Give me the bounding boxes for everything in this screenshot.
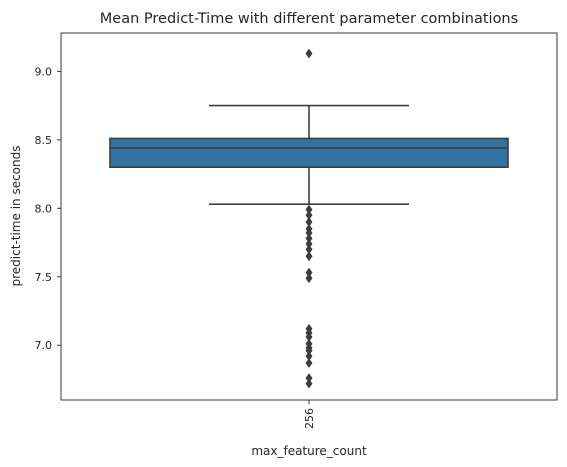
y-axis-label: predict-time in seconds [9, 146, 23, 287]
chart-title: Mean Predict-Time with different paramet… [100, 11, 518, 27]
y-tick-label: 8.5 [35, 134, 53, 147]
y-tick-label: 8.0 [35, 202, 53, 215]
y-tick-label: 7.5 [35, 271, 53, 284]
y-axis-ticks: 7.0 7.5 8.0 8.5 9.0 [35, 65, 61, 352]
box-plot-marks [109, 48, 509, 389]
outlier-point [305, 48, 313, 59]
interquartile-box [109, 137, 509, 169]
outlier-point [305, 378, 313, 389]
outlier-point [305, 357, 313, 369]
y-tick-label: 7.0 [35, 339, 53, 352]
x-axis-ticks: 256 [303, 400, 316, 429]
outlier-point [305, 251, 313, 262]
outlier-point [305, 273, 313, 284]
y-tick-label: 9.0 [35, 65, 53, 78]
x-axis-label: max_feature_count [251, 444, 367, 458]
x-tick-label: 256 [303, 408, 316, 429]
